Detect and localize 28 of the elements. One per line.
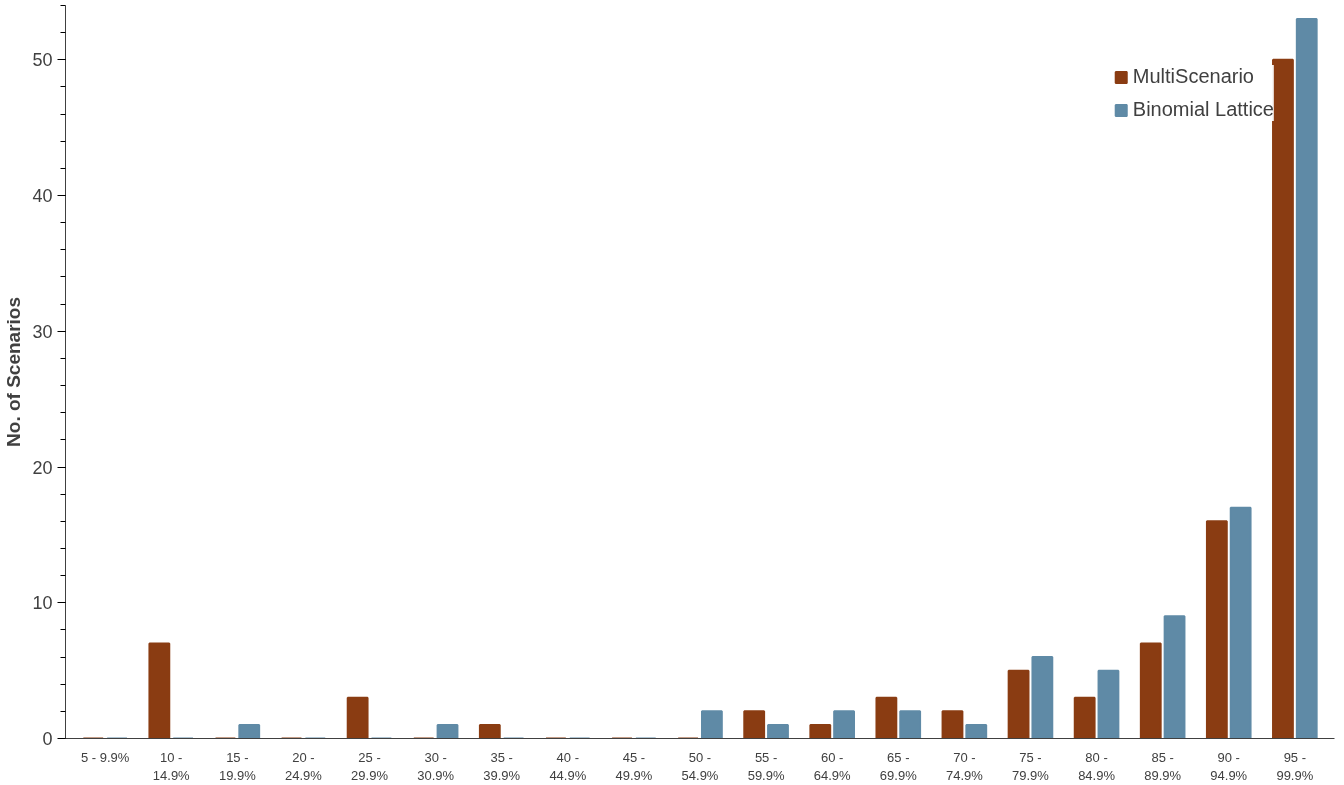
x-tick-label: 60 - 64.9%: [813, 749, 852, 783]
y-tick-label: 0: [42, 729, 53, 749]
y-tick-label: 30: [32, 321, 53, 342]
x-tick-label: 50 - 54.9%: [681, 749, 719, 783]
legend-label: Binomial Lattice: [1132, 98, 1274, 121]
x-tick-label: 45 - 49.9%: [615, 749, 653, 783]
y-tick-label: 20: [32, 457, 53, 478]
x-tick-label: 20 - 24.9%: [285, 749, 323, 783]
legend-label: MultiScenario: [1132, 65, 1254, 88]
y-axis-title: No. of Scenarios: [3, 297, 25, 447]
x-tick-label: 65 - 69.9%: [879, 749, 918, 783]
x-tick-label: 5 - 9.9%: [80, 749, 130, 765]
x-tick-label: 10 - 14.9%: [152, 749, 191, 783]
y-tick-label: 50: [32, 50, 53, 71]
x-tick-label: 95 - 99.9%: [1276, 749, 1314, 783]
y-tick-label: 10: [32, 593, 53, 614]
x-tick-label: 40 - 44.9%: [549, 749, 587, 783]
x-tick-label: 35 - 39.9%: [483, 749, 521, 783]
x-tick-label: 90 - 94.9%: [1210, 749, 1248, 783]
x-tick-label: 30 - 30.9%: [417, 749, 455, 783]
x-tick-label: 80 - 84.9%: [1078, 749, 1116, 783]
x-tick-label: 70 - 74.9%: [945, 749, 984, 783]
x-tick-label: 55 - 59.9%: [747, 749, 785, 783]
x-tick-label: 25 - 29.9%: [351, 749, 389, 783]
x-tick-label: 75 - 79.9%: [1012, 749, 1050, 783]
x-tick-label: 85 - 89.9%: [1144, 749, 1182, 783]
x-tick-label: 15 - 19.9%: [218, 749, 257, 783]
y-tick-label: 40: [32, 186, 53, 207]
